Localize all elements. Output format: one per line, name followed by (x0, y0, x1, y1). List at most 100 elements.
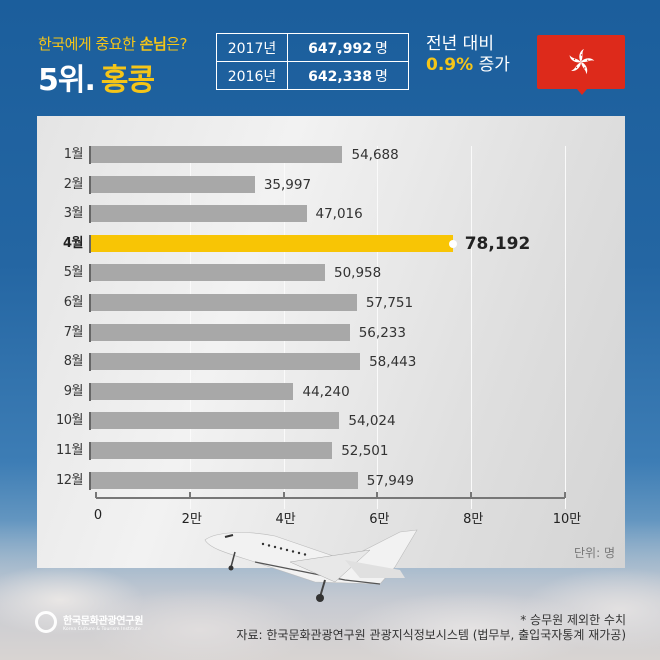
value-cell: 647,992 명 (287, 33, 409, 62)
axis-tick (282, 492, 285, 498)
table-row: 2016년 642,338 명 (216, 61, 409, 90)
bar-row: 11월 52,501 (37, 442, 625, 460)
bar (91, 442, 333, 459)
value-label: 58,443 (369, 354, 417, 371)
bar-row: 4월 78,192 (37, 233, 625, 254)
growth-percent: 0.9% (426, 55, 474, 75)
axis-tick-label: 10만 (552, 512, 582, 527)
bar (91, 175, 255, 193)
value-label: 56,233 (358, 324, 406, 341)
month-label: 9월 (63, 383, 84, 399)
bar-baseline-tick (89, 175, 91, 194)
airplane-icon (204, 529, 418, 602)
kicker-emphasis: 손님 (139, 35, 167, 53)
logo-ring-icon (35, 611, 57, 633)
chart-panel: 1월 54,688 2월 35,997 3월 47,016 4월 78,192 5월 50,958… (37, 116, 625, 568)
year-cell: 2016년 (216, 61, 288, 90)
bar (91, 294, 357, 311)
axis-tick (376, 492, 379, 498)
logo-korean-name: 한국문화관광연구원 (63, 616, 144, 627)
bar-row: 7월 56,233 (37, 323, 625, 342)
month-label: 11월 (55, 443, 84, 458)
month-label: 12월 (55, 472, 84, 488)
bar-baseline-tick (89, 234, 91, 253)
gridline (377, 146, 379, 509)
value-label: 35,997 (263, 176, 312, 193)
bar (91, 146, 343, 163)
gridline (471, 146, 473, 509)
value-label: 57,751 (365, 295, 414, 311)
month-label: 8월 (63, 354, 84, 370)
bar-baseline-tick (89, 294, 91, 312)
bar-baseline-tick (89, 471, 91, 490)
year-over-year-comparison: 전년 대비 0.9% 증가 (426, 34, 510, 76)
unit: 명 (374, 40, 388, 57)
bar-baseline-tick (89, 323, 91, 342)
value-cell: 642,338 명 (287, 61, 409, 90)
annual-stats-table: 2017년 647,992 명 2016년 642,338 명 (216, 33, 409, 90)
unit-label: 단위: 명 (574, 546, 615, 560)
bar-baseline-tick (89, 442, 91, 460)
value-label: 47,016 (315, 206, 363, 223)
header-kicker: 한국에게 중요한 손님은? (38, 33, 188, 54)
growth-direction: 증가 (478, 55, 510, 75)
month-label: 5월 (63, 265, 84, 281)
rank-label: 5위. (38, 63, 96, 98)
page-title: 5위. 홍콩 (38, 55, 155, 99)
value-label: 44,240 (302, 383, 350, 400)
month-label: 6월 (63, 295, 84, 310)
bar-row: 2월 35,997 (37, 175, 625, 194)
month-label: 10월 (55, 413, 84, 429)
value-label: 54,688 (351, 147, 399, 163)
month-label: 4월 (62, 235, 84, 251)
hong-kong-flag-icon (537, 35, 625, 95)
visitor-count: 642,338 (308, 68, 372, 85)
bar-baseline-tick (89, 412, 91, 431)
bar-row: 8월 58,443 (37, 353, 625, 372)
axis-tick-label: 8만 (463, 512, 484, 527)
value-label: 52,501 (341, 443, 389, 459)
bar-baseline-tick (89, 205, 91, 224)
axis-tick-label: 2만 (181, 512, 202, 527)
kicker-suffix: 은? (166, 35, 188, 53)
bar (91, 353, 361, 371)
axis-tick-label: 4만 (275, 512, 296, 527)
bar-baseline-tick (89, 264, 91, 283)
footnote-note: * 승무원 제외한 수치 (520, 613, 626, 627)
source-footnote: * 승무원 제외한 수치 자료: 한국문화관광연구원 관광지식정보시스템 (법무… (236, 613, 626, 643)
bar-baseline-tick (89, 382, 91, 401)
x-axis (96, 497, 565, 499)
gridline (565, 146, 566, 509)
bar-baseline-tick (89, 353, 91, 372)
bar-row: 9월 44,240 (37, 382, 625, 401)
month-label: 7월 (63, 324, 84, 340)
bar-row: 1월 54,688 (37, 146, 625, 164)
year-cell: 2017년 (216, 33, 288, 62)
value-label: 50,958 (333, 265, 382, 282)
axis-tick (470, 492, 473, 498)
comparison-label: 전년 대비 (426, 34, 494, 54)
bar-row: 10월 54,024 (37, 412, 625, 431)
bar (91, 412, 340, 430)
country-name: 홍콩 (100, 63, 155, 98)
axis-tick (564, 492, 566, 498)
axis-tick-label: 6만 (369, 512, 390, 527)
bar-row: 12월 57,949 (37, 471, 625, 490)
month-label: 2월 (63, 176, 84, 192)
value-label: 54,024 (348, 413, 396, 430)
bauhinia-flower-icon (569, 49, 595, 75)
bar (91, 471, 358, 489)
bar (91, 264, 325, 282)
bar-row: 5월 50,958 (37, 264, 625, 283)
axis-tick (95, 492, 97, 498)
bar-row: 3월 47,016 (37, 205, 625, 224)
bar-row: 6월 57,751 (37, 294, 625, 312)
value-label: 57,949 (366, 472, 415, 489)
axis-tick (188, 492, 191, 498)
month-label: 1월 (63, 147, 84, 162)
table-row: 2017년 647,992 명 (216, 33, 409, 62)
kcti-logo: 한국문화관광연구원 Korea Culture & Tourism Instit… (35, 611, 143, 633)
bar (91, 205, 307, 223)
value-label: 78,192 (464, 233, 531, 254)
axis-tick-label: 0 (93, 508, 103, 523)
